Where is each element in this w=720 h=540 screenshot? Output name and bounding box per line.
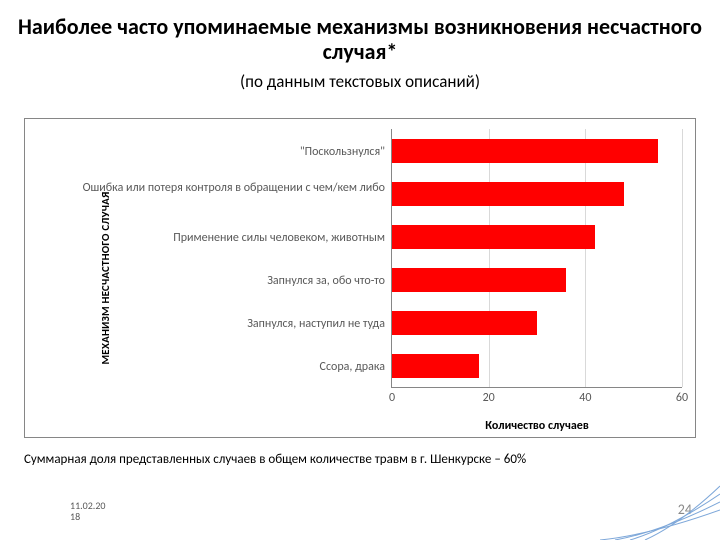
page-number: 24 [678,501,692,518]
bar-row [392,129,682,172]
bar-row [392,344,682,387]
bar [392,268,566,292]
x-tick: 20 [474,391,504,405]
category-label: Запнулся, наступил не туда [195,318,385,331]
y-axis-title: МЕХАНИЗМ НЕСЧАСТНОГО СЛУЧАЯ [99,191,112,364]
x-tick: 60 [667,391,697,405]
bar [392,311,537,335]
bar-row [392,301,682,344]
bar [392,354,479,378]
bars-container [392,129,682,387]
bar [392,225,595,249]
footnote: Суммарная доля представленных случаев в … [24,452,696,467]
category-label: Ссора, драка [285,361,385,374]
slide-title: Наиболее часто упоминаемые механизмы воз… [0,0,720,65]
x-tick: 0 [377,391,407,405]
bar-row [392,172,682,215]
date-stamp: 11.02.2018 [70,501,114,522]
x-tick: 40 [570,391,600,405]
bar [392,139,658,163]
x-axis-title: Количество случаев [392,419,682,433]
category-label: Применение силы человеком, животным [125,232,385,245]
slide-subtitle: (по данным текстовых описаний) [0,71,720,92]
chart-frame: МЕХАНИЗМ НЕСЧАСТНОГО СЛУЧАЯ 0204060 Коли… [24,118,696,438]
category-label: Ошибка или потеря контроля в обращении с… [65,182,385,195]
slide: Наиболее часто упоминаемые механизмы воз… [0,0,720,540]
bar [392,182,624,206]
plot-area: 0204060 Количество случаев [391,129,682,388]
corner-decoration [600,480,720,540]
gridline [682,129,683,387]
category-label: Запнулся за, обо что-то [225,275,385,288]
bar-row [392,215,682,258]
category-label: "Поскользнулся" [265,146,385,159]
bar-row [392,258,682,301]
